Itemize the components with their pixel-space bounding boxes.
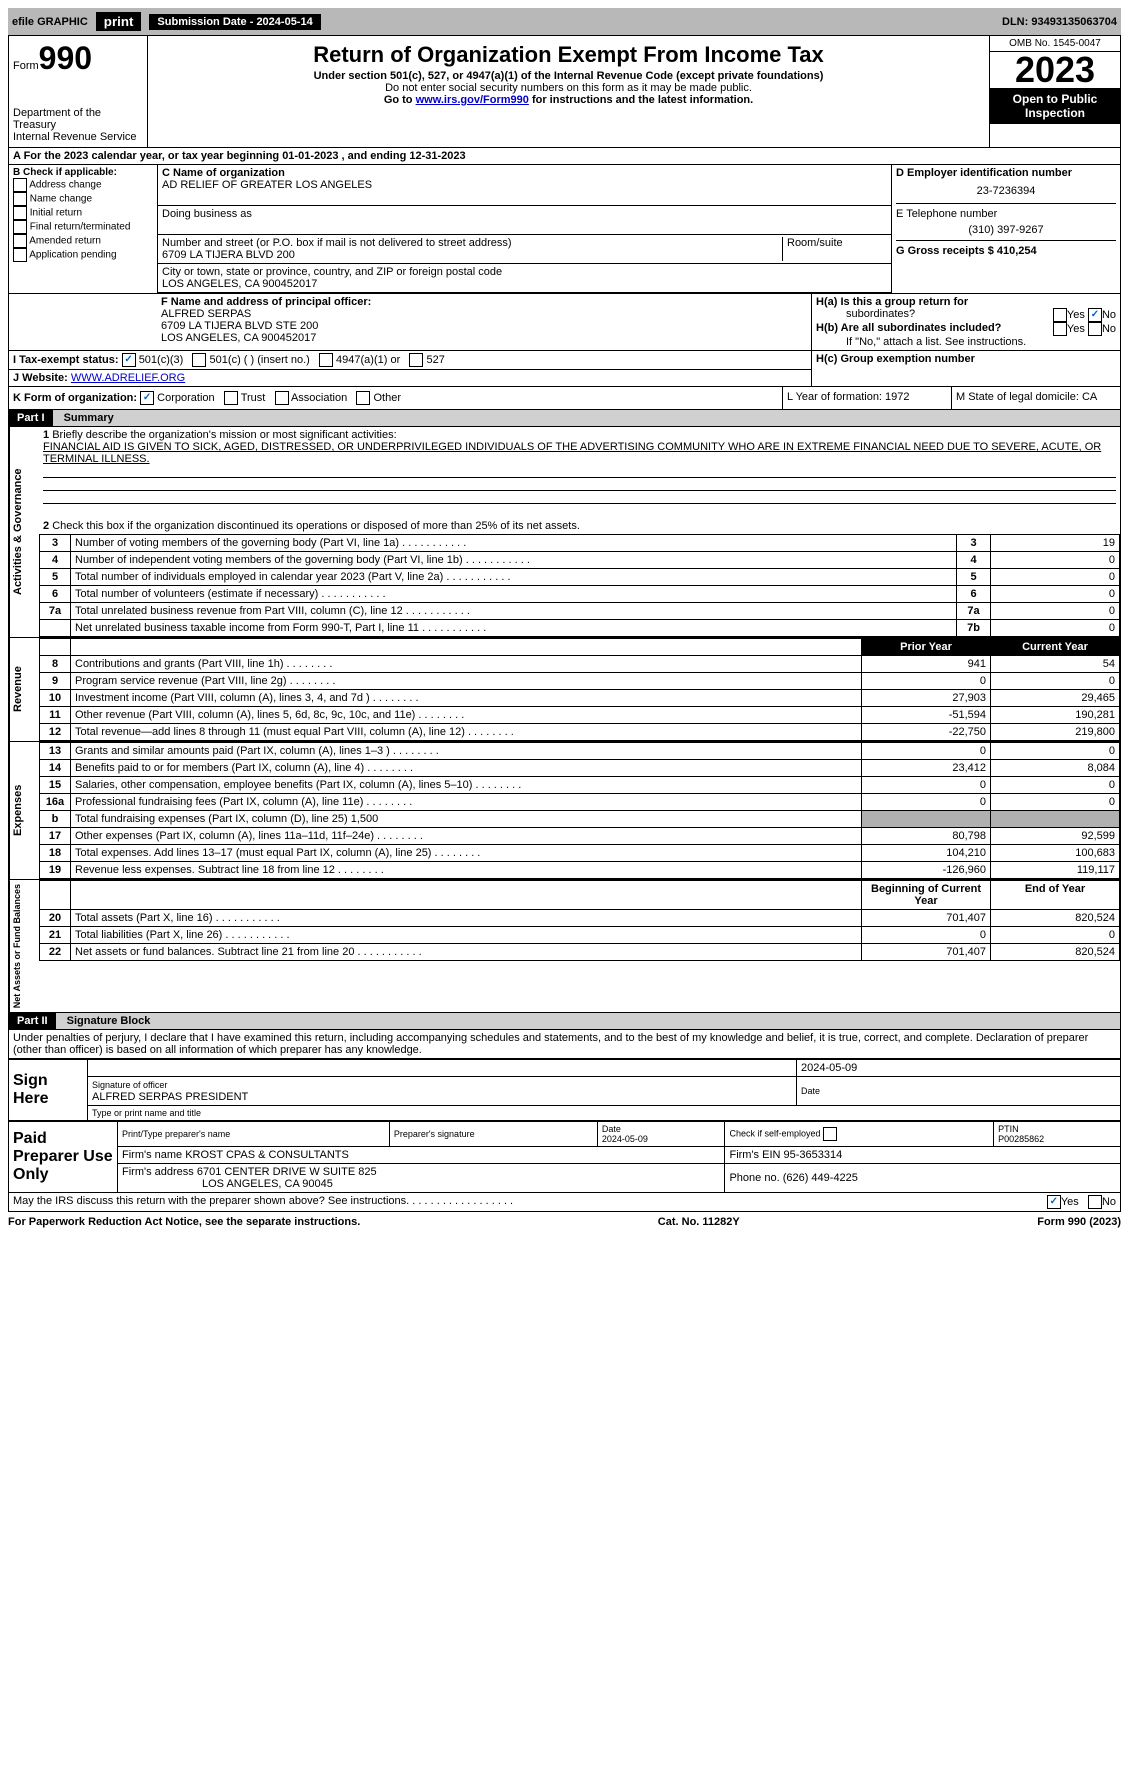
ha-yes[interactable]	[1053, 308, 1067, 322]
part1-governance: Activities & Governance 1 Briefly descri…	[8, 427, 1121, 638]
preparer-table: Paid Preparer Use Only Print/Type prepar…	[8, 1121, 1121, 1193]
expenses-table: 13Grants and similar amounts paid (Part …	[39, 742, 1120, 879]
checkbox-name-change[interactable]	[13, 192, 27, 206]
form-number: 990	[39, 40, 92, 76]
prep-date: 2024-05-09	[602, 1134, 648, 1144]
firm-addr1: 6701 CENTER DRIVE W SUITE 825	[197, 1166, 377, 1178]
cb-501c[interactable]	[192, 353, 206, 367]
checkbox-final-return[interactable]	[13, 220, 27, 234]
cb-corp[interactable]	[140, 391, 154, 405]
org-name: AD RELIEF OF GREATER LOS ANGELES	[162, 179, 372, 191]
cb-527[interactable]	[409, 353, 423, 367]
phone: (310) 397-9267	[896, 220, 1116, 240]
mission-text: FINANCIAL AID IS GIVEN TO SICK, AGED, DI…	[43, 441, 1101, 465]
checkbox-pending[interactable]	[13, 248, 27, 262]
discuss-row: May the IRS discuss this return with the…	[8, 1193, 1121, 1212]
signature-table: Sign Here 2024-05-09 Signature of office…	[8, 1059, 1121, 1121]
submission-date: Submission Date - 2024-05-14	[149, 14, 320, 30]
hb-no[interactable]	[1088, 322, 1102, 336]
section-bcd: B Check if applicable: Address change Na…	[8, 165, 1121, 294]
governance-table: 3Number of voting members of the governi…	[39, 534, 1120, 637]
ptin: P00285862	[998, 1134, 1044, 1144]
ha-no[interactable]	[1088, 308, 1102, 322]
revenue-table: Prior YearCurrent Year8Contributions and…	[39, 638, 1120, 741]
section-klm: K Form of organization: Corporation Trus…	[8, 387, 1121, 410]
inspection-label: Open to Public Inspection	[990, 88, 1120, 124]
part1-netassets: Net Assets or Fund Balances Beginning of…	[8, 880, 1121, 1013]
section-fh: F Name and address of principal officer:…	[8, 294, 1121, 351]
declaration-text: Under penalties of perjury, I declare th…	[8, 1030, 1121, 1059]
sidebar-net: Net Assets or Fund Balances	[9, 880, 39, 1012]
year-formation: L Year of formation: 1972	[782, 387, 951, 409]
firm-addr2: LOS ANGELES, CA 90045	[122, 1178, 333, 1190]
footer-left: For Paperwork Reduction Act Notice, see …	[8, 1216, 360, 1228]
part1-revenue: Revenue Prior YearCurrent Year8Contribut…	[8, 638, 1121, 742]
sidebar-exp: Expenses	[9, 742, 39, 879]
section-b-label: B Check if applicable:	[13, 167, 153, 178]
checkbox-amended[interactable]	[13, 234, 27, 248]
footer-right: Form 990 (2023)	[1037, 1216, 1121, 1228]
efile-label: efile GRAPHIC	[12, 16, 88, 28]
part1-header: Part I Summary	[8, 410, 1121, 427]
netassets-table: Beginning of Current YearEnd of Year20To…	[39, 880, 1120, 961]
footer-center: Cat. No. 11282Y	[658, 1216, 740, 1228]
topbar: efile GRAPHIC print Submission Date - 20…	[8, 8, 1121, 35]
firm-phone: (626) 449-4225	[783, 1172, 858, 1184]
hb-yes[interactable]	[1053, 322, 1067, 336]
officer-name: ALFRED SERPAS	[161, 308, 807, 320]
print-button[interactable]: print	[96, 12, 142, 31]
irs-link[interactable]: www.irs.gov/Form990	[416, 94, 529, 106]
part2-header: Part II Signature Block	[8, 1013, 1121, 1030]
gross-receipts: G Gross receipts $ 410,254	[896, 240, 1116, 257]
line-a: A For the 2023 calendar year, or tax yea…	[8, 148, 1121, 165]
firm-ein: 95-3653314	[784, 1149, 843, 1161]
sidebar-gov: Activities & Governance	[9, 427, 39, 637]
irs-label: Internal Revenue Service	[13, 131, 143, 143]
tax-year: 2023	[990, 52, 1120, 88]
part1-expenses: Expenses 13Grants and similar amounts pa…	[8, 742, 1121, 880]
sidebar-rev: Revenue	[9, 638, 39, 741]
ein: 23-7236394	[896, 179, 1116, 203]
website-link[interactable]: WWW.ADRELIEF.ORG	[71, 372, 185, 384]
cb-501c3[interactable]	[122, 353, 136, 367]
header-sub2: Do not enter social security numbers on …	[152, 82, 985, 94]
sign-date: 2024-05-09	[797, 1060, 1121, 1077]
checkbox-initial-return[interactable]	[13, 206, 27, 220]
officer-signature: ALFRED SERPAS PRESIDENT	[92, 1091, 248, 1103]
cb-assoc[interactable]	[275, 391, 289, 405]
org-address: 6709 LA TIJERA BLVD 200	[162, 249, 295, 261]
section-ij: I Tax-exempt status: 501(c)(3) 501(c) ( …	[8, 351, 1121, 387]
dept-label: Department of the Treasury	[13, 107, 143, 131]
form-header: Form990 Department of the Treasury Inter…	[8, 35, 1121, 148]
discuss-yes[interactable]	[1047, 1195, 1061, 1209]
discuss-no[interactable]	[1088, 1195, 1102, 1209]
cb-4947[interactable]	[319, 353, 333, 367]
checkbox-address-change[interactable]	[13, 178, 27, 192]
cb-trust[interactable]	[224, 391, 238, 405]
page-footer: For Paperwork Reduction Act Notice, see …	[8, 1212, 1121, 1232]
firm-name: KROST CPAS & CONSULTANTS	[185, 1149, 349, 1161]
org-city: LOS ANGELES, CA 900452017	[162, 278, 317, 290]
state-domicile: M State of legal domicile: CA	[951, 387, 1120, 409]
cb-self-employed[interactable]	[823, 1127, 837, 1141]
dln-label: DLN: 93493135063704	[1002, 16, 1117, 28]
paid-preparer-label: Paid Preparer Use Only	[9, 1122, 118, 1193]
form-title: Return of Organization Exempt From Incom…	[152, 42, 985, 68]
cb-other[interactable]	[356, 391, 370, 405]
form-label: Form	[13, 60, 39, 72]
sign-here-label: Sign Here	[9, 1060, 88, 1121]
header-sub1: Under section 501(c), 527, or 4947(a)(1)…	[152, 70, 985, 82]
